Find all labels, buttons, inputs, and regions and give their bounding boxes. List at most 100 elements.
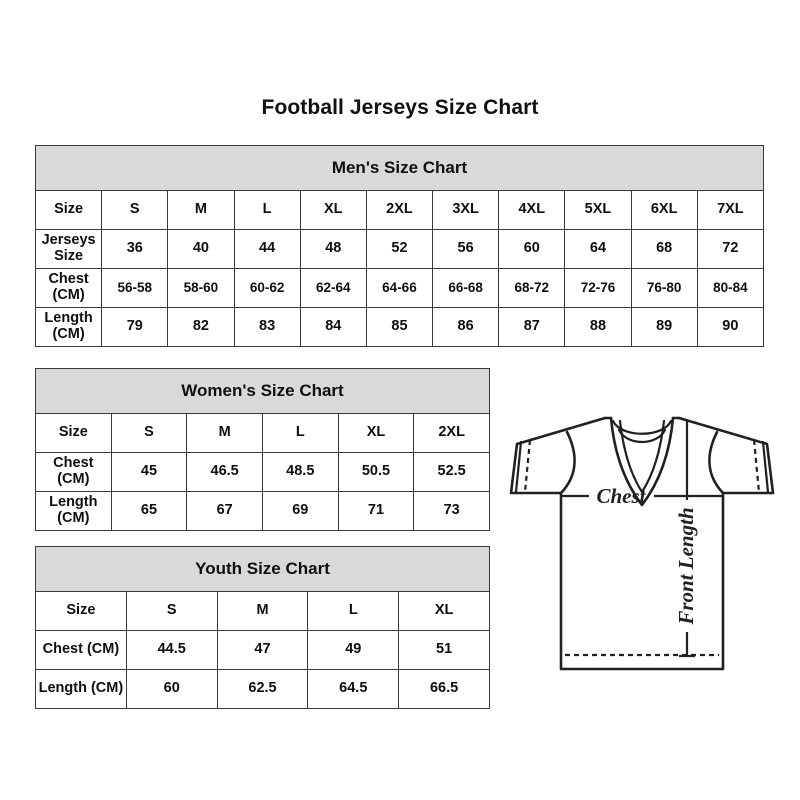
- womens-table-caption: Women's Size Chart: [35, 368, 490, 414]
- vneck-collar-curve-lower: [617, 428, 667, 443]
- row-label: Size: [34, 190, 103, 230]
- table-row: Chest (CM) 45 46.5 48.5 50.5 52.5: [35, 452, 490, 492]
- table-cell: 60: [498, 229, 566, 269]
- left-sleeve-hem-line: [514, 440, 523, 494]
- table-cell: XL: [337, 413, 415, 453]
- table-row: Length (CM) 60 62.5 64.5 66.5: [35, 669, 490, 709]
- table-cell: 72: [696, 229, 765, 269]
- row-label: Size: [35, 413, 112, 453]
- table-cell: 2XL: [413, 413, 490, 453]
- table-cell: 67: [186, 491, 263, 531]
- table-cell: S: [101, 190, 169, 230]
- table-cell: L: [233, 190, 301, 230]
- right-sleeve-hem-line: [761, 440, 770, 494]
- table-row: Length (CM) 79 82 83 84 85 86 87 88 89 9…: [34, 307, 765, 347]
- youth-size-table: Youth Size Chart Size S M L XL Chest (CM…: [35, 546, 490, 709]
- table-caption-row: Men's Size Chart: [35, 145, 764, 191]
- table-row: Size S M L XL 2XL 3XL 4XL 5XL 6XL 7XL: [34, 190, 765, 230]
- jersey-measurement-diagram: Chest Front Length: [497, 404, 787, 684]
- table-cell: 82: [167, 307, 235, 347]
- table-cell: 51: [398, 630, 490, 670]
- table-cell: 71: [337, 491, 415, 531]
- table-cell: 89: [630, 307, 698, 347]
- row-label: Chest (CM): [35, 452, 112, 492]
- table-cell: 3XL: [432, 190, 500, 230]
- table-row: Length (CM) 65 67 69 71 73: [35, 491, 490, 531]
- table-cell: M: [216, 591, 309, 631]
- table-cell: XL: [299, 190, 367, 230]
- table-cell: 56: [432, 229, 500, 269]
- table-cell: L: [261, 413, 339, 453]
- table-row: Jerseys Size 36 40 44 48 52 56 60 64 68 …: [34, 229, 765, 269]
- table-caption-row: Youth Size Chart: [35, 546, 490, 592]
- table-caption-row: Women's Size Chart: [35, 368, 490, 414]
- table-cell: 48: [299, 229, 367, 269]
- table-cell: 50.5: [337, 452, 415, 492]
- table-cell: 64-66: [365, 268, 434, 308]
- table-cell: 62.5: [216, 669, 309, 709]
- table-cell: 56-58: [101, 268, 169, 308]
- row-label: Size: [35, 591, 127, 631]
- table-cell: 44.5: [125, 630, 218, 670]
- vneck-middle-band: [618, 419, 666, 495]
- table-row: Size S M L XL: [35, 591, 490, 631]
- table-cell: 49: [307, 630, 400, 670]
- right-armhole-curve: [708, 430, 725, 495]
- page-title: Football Jerseys Size Chart: [261, 96, 539, 119]
- table-cell: 36: [101, 229, 169, 269]
- table-cell: 52.5: [413, 452, 490, 492]
- left-sleeve-hem-dash: [523, 439, 532, 493]
- left-armhole-curve: [559, 430, 576, 495]
- table-cell: 46.5: [186, 452, 263, 492]
- womens-size-table: Women's Size Chart Size S M L XL 2XL Che…: [35, 368, 490, 531]
- table-cell: 60: [125, 669, 218, 709]
- chest-measure-label: Chest: [596, 484, 646, 508]
- table-cell: 65: [110, 491, 188, 531]
- table-cell: 5XL: [564, 190, 632, 230]
- table-cell: 7XL: [696, 190, 765, 230]
- table-cell: L: [307, 591, 400, 631]
- table-cell: 45: [110, 452, 188, 492]
- table-cell: 64: [564, 229, 632, 269]
- mens-size-table: Men's Size Chart Size S M L XL 2XL 3XL 4…: [34, 145, 765, 347]
- table-cell: 87: [498, 307, 566, 347]
- mens-table-caption: Men's Size Chart: [35, 145, 764, 191]
- table-cell: M: [167, 190, 235, 230]
- table-cell: 86: [432, 307, 500, 347]
- row-label: Length (CM): [34, 307, 103, 347]
- table-cell: 48.5: [261, 452, 339, 492]
- table-cell: S: [110, 413, 188, 453]
- table-cell: 60-62: [233, 268, 301, 308]
- table-cell: 2XL: [365, 190, 434, 230]
- table-cell: 64.5: [307, 669, 400, 709]
- table-cell: 47: [216, 630, 309, 670]
- vneck-outer-collar: [609, 416, 675, 507]
- table-cell: 66.5: [398, 669, 490, 709]
- table-cell: 72-76: [564, 268, 632, 308]
- table-cell: S: [125, 591, 218, 631]
- table-cell: 58-60: [167, 268, 235, 308]
- table-cell: 6XL: [630, 190, 698, 230]
- table-cell: 4XL: [498, 190, 566, 230]
- table-cell: 52: [365, 229, 434, 269]
- table-cell: 44: [233, 229, 301, 269]
- right-sleeve-outline: [677, 416, 775, 495]
- table-row: Chest (CM) 56-58 58-60 60-62 62-64 64-66…: [34, 268, 765, 308]
- table-cell: XL: [398, 591, 490, 631]
- youth-table-caption: Youth Size Chart: [35, 546, 490, 592]
- table-cell: 69: [261, 491, 339, 531]
- table-cell: M: [186, 413, 263, 453]
- row-label: Length (CM): [35, 491, 112, 531]
- vneck-collar-curve-upper: [611, 419, 673, 435]
- table-cell: 68-72: [498, 268, 566, 308]
- table-cell: 88: [564, 307, 632, 347]
- table-cell: 73: [413, 491, 490, 531]
- table-cell: 79: [101, 307, 169, 347]
- row-label: Chest (CM): [35, 630, 127, 670]
- row-label: Chest (CM): [34, 268, 103, 308]
- table-cell: 80-84: [696, 268, 765, 308]
- table-cell: 68: [630, 229, 698, 269]
- table-cell: 90: [696, 307, 765, 347]
- table-cell: 76-80: [630, 268, 698, 308]
- table-cell: 85: [365, 307, 434, 347]
